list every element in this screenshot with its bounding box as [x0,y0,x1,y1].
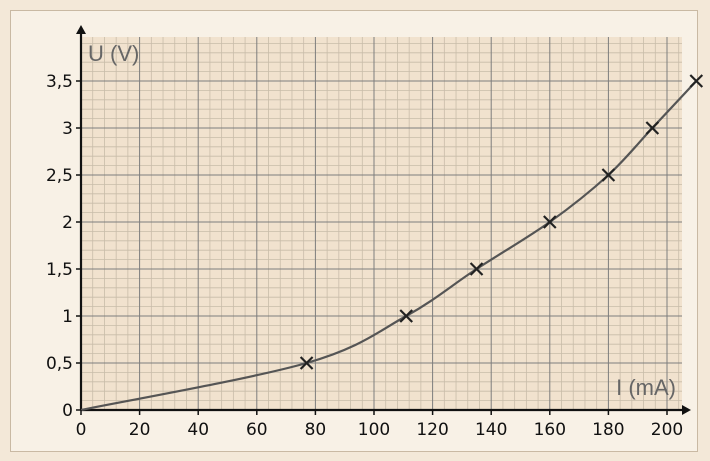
x-tick-label: 40 [187,420,209,440]
data-point-marker [645,121,660,135]
x-tick-label: 160 [534,420,566,440]
y-tick-label: 0,5 [46,354,73,374]
y-tick-label: 2,5 [46,166,73,186]
data-point-marker [399,309,414,323]
x-tick-label: 60 [246,420,268,440]
y-tick-label: 1 [62,307,73,327]
x-tick-labels: 0 20 40 60 80 100 120 140 160 180 200 [76,410,683,440]
data-point-marker [543,215,557,229]
data-point-marker [689,74,704,88]
x-tick-label: 100 [358,420,390,440]
x-tick-label: 200 [651,420,683,440]
data-markers [299,74,704,370]
x-tick-label: 140 [475,420,507,440]
x-axis-arrow-icon [682,405,691,415]
plot-area [81,37,682,410]
x-tick-label: 20 [129,420,151,440]
x-tick-label: 120 [416,420,448,440]
y-axis-label: U (V) [88,41,139,66]
y-tick-label: 0 [62,401,73,421]
x-tick-label: 0 [76,420,87,440]
y-tick-label: 3,5 [46,72,73,92]
x-tick-label: 80 [305,420,327,440]
y-axis-arrow-icon [76,25,86,34]
data-point-marker [469,262,484,276]
data-point-marker [601,168,616,182]
x-axis-label: I (mA) [616,375,676,400]
x-tick-label: 180 [592,420,624,440]
minor-grid [81,37,682,410]
data-point-marker [299,356,314,370]
y-tick-label: 2 [62,213,73,233]
y-tick-label: 1,5 [46,260,73,280]
y-tick-label: 3 [62,119,73,139]
y-tick-labels: 0 0,5 1 1,5 2 2,5 3 3,5 [46,72,81,421]
